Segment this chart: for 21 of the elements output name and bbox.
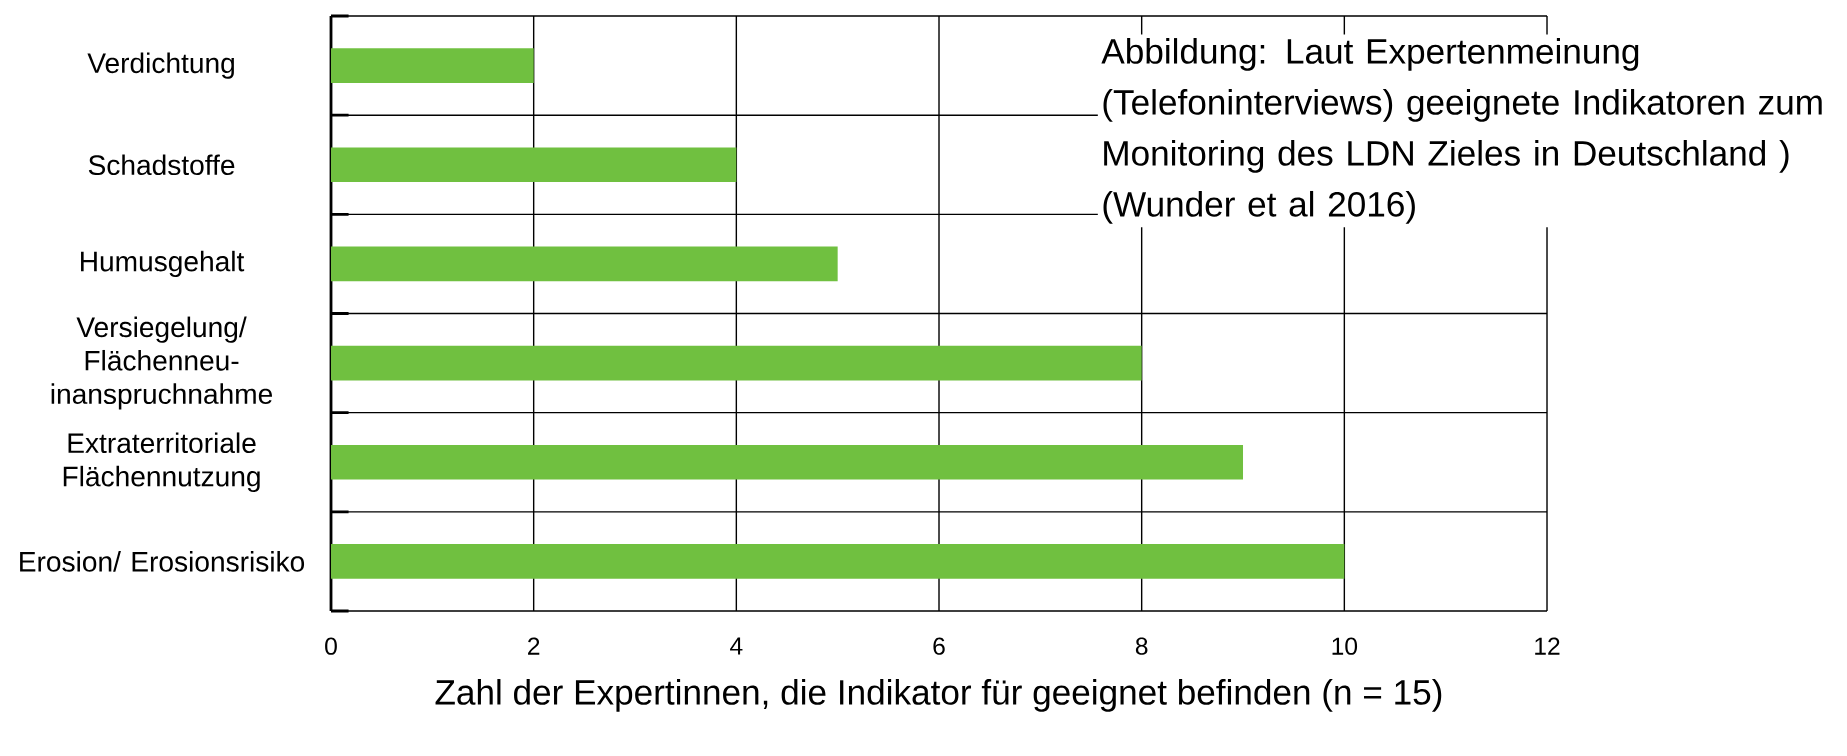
x-tick-label: 0 — [325, 637, 337, 655]
x-tick-label: 10 — [1332, 637, 1358, 655]
bar — [331, 48, 534, 83]
x-tick-label: 4 — [730, 637, 743, 655]
bar — [331, 246, 838, 282]
bar — [331, 147, 737, 183]
y-tick-label: Humusgehalt — [81, 250, 245, 278]
x-tick-label: 12 — [1535, 637, 1560, 655]
x-tick-label: 8 — [1135, 637, 1148, 655]
annotation: Abbildung: Laut Expertenmeinung (Telefoninterviews) geeignete Indikatoren zum Monitoring des LDN Zieles in Deutschland ) (Wunder et al 2016) — [1101, 38, 1822, 224]
x-tick-label: 2 — [528, 637, 540, 655]
bar — [331, 544, 1345, 579]
y-tick-label: Verdichtung — [87, 52, 234, 79]
y-tick-label: Extraterritoriale Flächennutzung — [63, 432, 260, 493]
y-tick-label: Versiegelung/ Flächenneu-inanspruchnahme — [51, 316, 273, 410]
y-tick-label: Schadstoffe — [88, 154, 235, 176]
y-tick-label: Erosion/ Erosionsrisiko — [20, 551, 305, 572]
bar — [331, 345, 1142, 381]
x-axis-title: Zahl der Expertinnen, die Indikator für geeignet befinden (n = 15) — [435, 679, 1442, 712]
bar — [331, 444, 1244, 480]
x-tick-label: 6 — [933, 637, 945, 655]
